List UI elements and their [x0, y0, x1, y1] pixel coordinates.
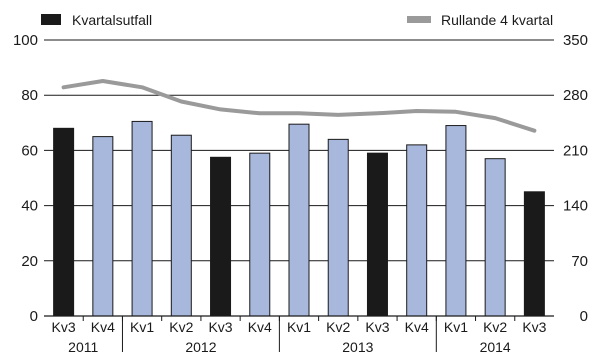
x-category-label: Kv1: [444, 319, 468, 335]
x-category-label: Kv4: [248, 319, 272, 335]
y-left-tick-label: 100: [13, 32, 38, 49]
legend-bar-swatch: [41, 14, 61, 25]
y-right-tick-label: 140: [563, 198, 588, 215]
y-left-tick-label: 0: [30, 308, 38, 325]
legend: Kvartalsutfall Rullande 4 kvartal: [41, 12, 553, 28]
legend-line-label: Rullande 4 kvartal: [441, 12, 553, 28]
bar: [249, 152, 271, 317]
x-category-label: Kv2: [169, 319, 193, 335]
y-right-tick-label: 70: [571, 253, 588, 270]
y-left-tick-label: 60: [21, 142, 38, 159]
y-right-tick-label: 210: [563, 142, 588, 159]
legend-bar-label: Kvartalsutfall: [72, 12, 152, 28]
x-category-label: Kv3: [522, 319, 546, 335]
x-category-label: Kv4: [405, 319, 429, 335]
x-year-label: 2014: [480, 339, 511, 353]
x-year-label: 2013: [342, 339, 373, 353]
x-category-label: Kv1: [287, 319, 311, 335]
bar: [131, 120, 153, 317]
x-category-label: Kv4: [91, 319, 115, 335]
y-left-tick-label: 80: [21, 87, 38, 104]
bar: [484, 158, 506, 317]
bar: [523, 191, 545, 317]
bar: [445, 125, 467, 317]
axes: 0 20 40 60 80 100 0 70 140 210 280 350 Kv3 Kv4 Kv1 Kv2 K…: [13, 32, 588, 353]
x-category-label: Kv3: [52, 319, 76, 335]
y-left-tick-label: 20: [21, 253, 38, 270]
rolling-line: [61, 79, 537, 133]
bar: [210, 156, 232, 317]
bar: [406, 144, 428, 317]
y-right-tick-label: 350: [563, 32, 588, 49]
legend-line-swatch: [407, 16, 431, 23]
bar: [53, 127, 75, 317]
bar: [366, 152, 388, 317]
x-category-label: Kv3: [365, 319, 389, 335]
y-right-tick-label: 280: [563, 87, 588, 104]
y-left-tick-label: 40: [21, 198, 38, 215]
x-category-label: Kv2: [483, 319, 507, 335]
rolling-line-series: [61, 79, 537, 133]
y-right-tick-label: 0: [580, 308, 588, 325]
bar: [170, 134, 192, 317]
x-year-label: 2011: [68, 339, 98, 353]
bar: [92, 136, 114, 317]
x-category-label: Kv2: [326, 319, 350, 335]
bar: [288, 123, 310, 317]
bar: [327, 138, 349, 317]
x-category-label: Kv3: [208, 319, 232, 335]
x-year-label: 2012: [185, 339, 216, 353]
x-category-label: Kv1: [130, 319, 154, 335]
